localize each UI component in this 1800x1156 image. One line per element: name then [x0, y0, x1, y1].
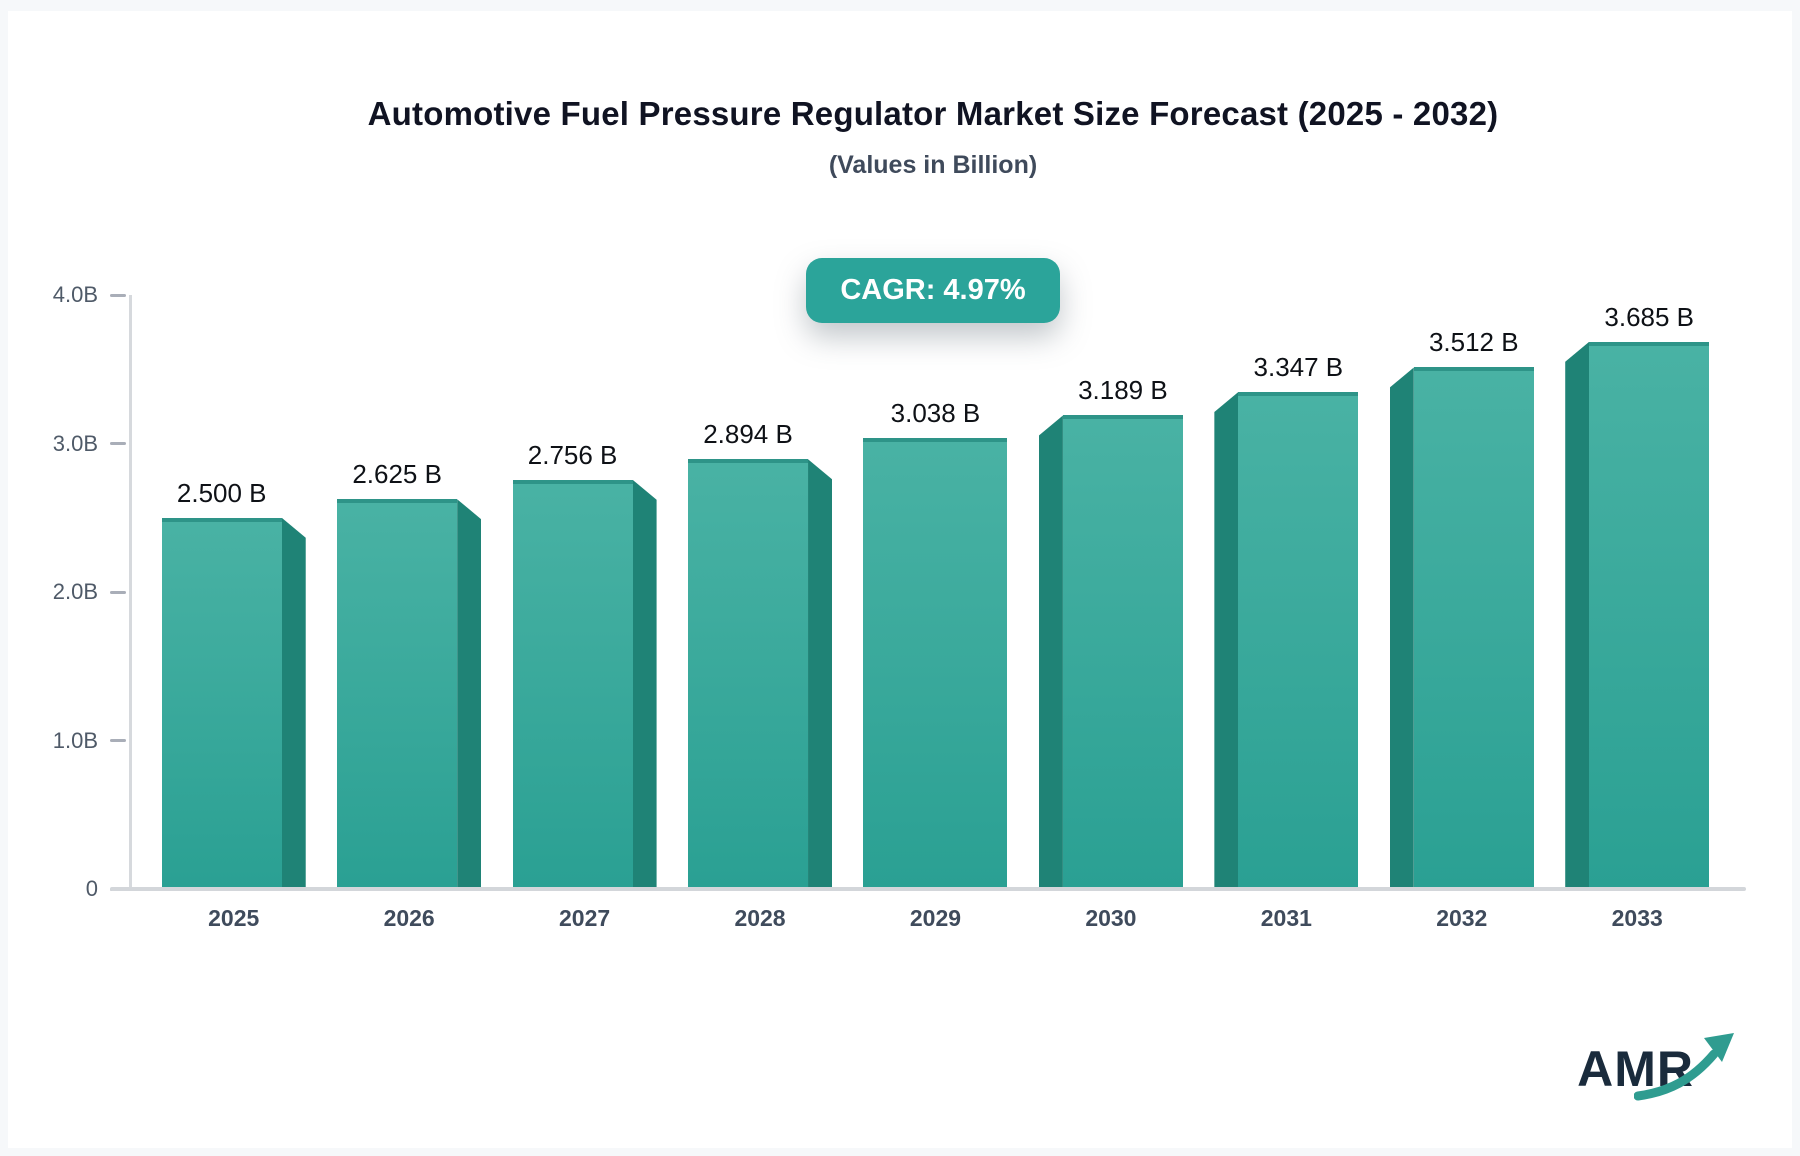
bar-face	[1413, 367, 1534, 889]
bar	[1565, 341, 1710, 889]
y-tick-mark	[110, 442, 126, 445]
cagr-badge-row: CAGR: 4.97%	[128, 258, 1738, 323]
bar-slot: 3.038 B	[848, 398, 1023, 889]
y-tick-label: 0	[85, 876, 98, 901]
bar-side-shadow	[808, 459, 833, 889]
bar	[863, 437, 1008, 889]
bar	[1038, 415, 1183, 889]
chart-card: Automotive Fuel Pressure Regulator Marke…	[8, 11, 1792, 1148]
bar-value-label: 2.894 B	[703, 419, 793, 450]
bar-face	[688, 459, 809, 889]
y-tick-mark	[110, 293, 126, 297]
bar-face	[337, 499, 458, 889]
bar-slot: 3.685 B	[1550, 302, 1725, 889]
bar-face	[863, 437, 1008, 889]
x-tick-label: 2029	[909, 905, 962, 931]
x-axis-line	[110, 887, 1746, 891]
y-tick: 3.0B	[53, 431, 126, 457]
y-tick-mark	[110, 590, 126, 594]
bar-side-shadow	[632, 479, 657, 889]
y-tick-label: 4.0B	[52, 282, 98, 307]
y-tick-label: 2.0B	[52, 579, 98, 604]
amr-logo-text: AMR	[1577, 1041, 1694, 1097]
bar-slot: 3.512 B	[1374, 327, 1549, 889]
bar-face	[1238, 391, 1359, 889]
bar-side-shadow	[1214, 391, 1239, 889]
x-axis-labels: 2025 2026 2027 2028 2029 2030 2031 2032 2033	[132, 905, 1739, 932]
x-tick-label: 2031	[1260, 905, 1312, 931]
bar-value-label: 2.625 B	[352, 459, 442, 490]
cagr-badge: CAGR: 4.97%	[806, 258, 1060, 323]
x-tick-label: 2028	[734, 905, 786, 931]
x-tick-label: 2027	[559, 905, 611, 931]
x-tick-label: 2033	[1611, 905, 1663, 931]
y-tick: 4.0B	[53, 282, 126, 308]
plot-area: 2.500 B 2.625 B 2.756 B 2.894 B 3.038 B 3.189…	[132, 295, 1739, 889]
bar-value-label: 3.685 B	[1604, 301, 1695, 332]
bar-slot: 2.894 B	[672, 419, 847, 889]
bar-slot: 2.625 B	[321, 459, 496, 889]
bar-slot: 3.189 B	[1023, 375, 1198, 889]
chart-subtitle: (Values in Billion)	[828, 151, 1038, 179]
bar	[512, 479, 657, 889]
y-tick-label: 3.0B	[52, 430, 98, 456]
x-tick-label: 2025	[208, 905, 260, 931]
x-tick-label: 2030	[1085, 905, 1137, 931]
y-tick-label: 1.0B	[52, 727, 98, 753]
bar	[688, 459, 833, 889]
chart-title: Automotive Fuel Pressure Regulator Marke…	[367, 95, 1499, 132]
y-axis-line	[129, 295, 132, 889]
y-tick: 1.0B	[53, 728, 126, 754]
bar-side-shadow	[281, 517, 306, 889]
y-tick: 2.0B	[53, 579, 126, 605]
bar-face	[512, 479, 633, 889]
bar-face	[1589, 341, 1710, 889]
bar-side-shadow	[1038, 415, 1063, 889]
bar-side-shadow	[457, 499, 482, 889]
bar-slot: 2.756 B	[497, 440, 672, 889]
bar-side-shadow	[1389, 367, 1414, 889]
bar-side-shadow	[1565, 341, 1590, 889]
x-tick-label: 2026	[383, 905, 435, 931]
bar	[161, 517, 306, 889]
bar-face	[1062, 415, 1183, 889]
bar-value-label: 3.038 B	[890, 397, 981, 428]
x-tick-label: 2032	[1436, 905, 1488, 931]
bar-slot: 2.500 B	[146, 478, 321, 889]
bar-value-label: 3.189 B	[1078, 375, 1168, 406]
bar	[1214, 391, 1359, 889]
bar-value-label: 2.500 B	[176, 477, 267, 508]
bar-value-label: 3.512 B	[1428, 327, 1519, 358]
y-axis: 4.0B 3.0B 2.0B 1.0B 0	[8, 282, 126, 901]
y-tick-mark	[110, 739, 126, 742]
bar-face	[161, 517, 282, 889]
bar-value-label: 3.347 B	[1253, 351, 1344, 382]
bar	[1389, 367, 1534, 889]
bar	[337, 499, 482, 889]
bar-value-label: 2.756 B	[527, 439, 618, 470]
amr-logo: AMR	[1577, 1033, 1734, 1101]
chart-header: Automotive Fuel Pressure Regulator Marke…	[128, 95, 1738, 180]
bar-slot: 3.347 B	[1199, 352, 1374, 889]
